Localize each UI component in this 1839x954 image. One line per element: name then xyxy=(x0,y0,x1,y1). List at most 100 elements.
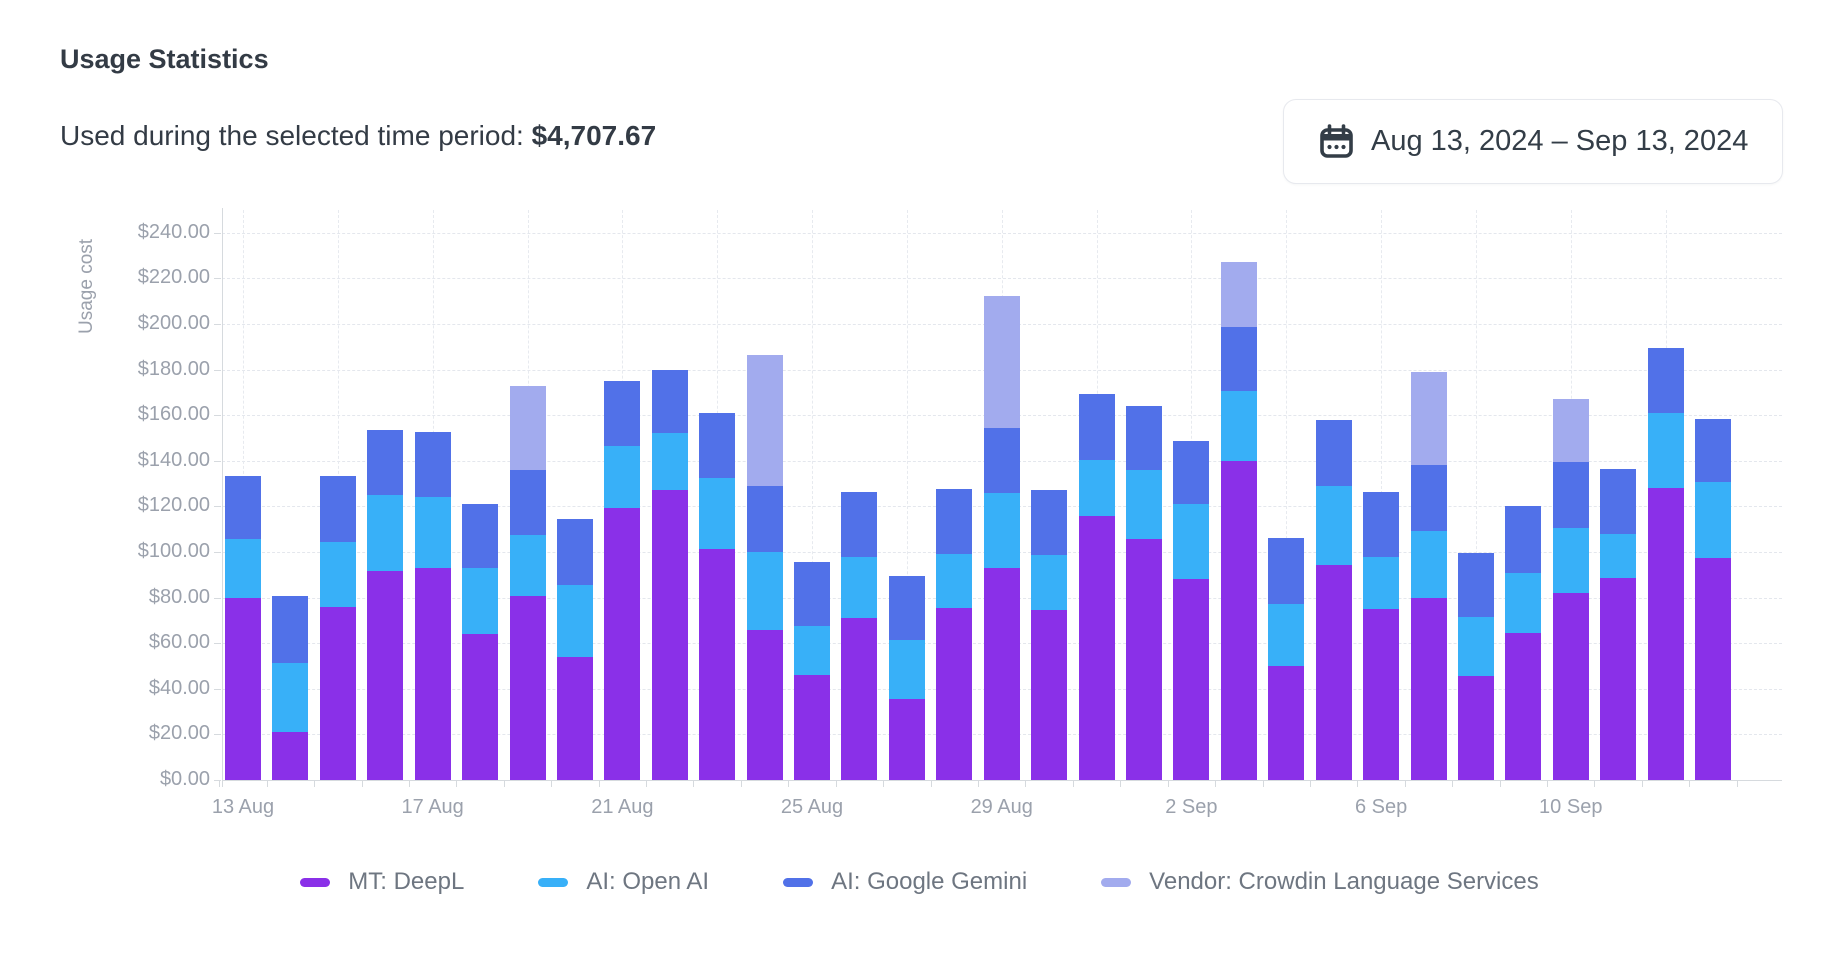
bar-segment-22-aug-mt-deepl[interactable] xyxy=(651,490,688,780)
bar-segment-5-sep-ai-open-ai[interactable] xyxy=(1315,485,1352,565)
bar-segment-5-sep-mt-deepl[interactable] xyxy=(1315,564,1352,780)
bar-segment-25-aug-ai-open-ai[interactable] xyxy=(794,626,831,676)
bar-segment-13-sep-mt-deepl[interactable] xyxy=(1695,557,1732,780)
bar-segment-20-aug-ai-google-gemini[interactable] xyxy=(556,518,593,586)
bar-segment-17-aug-ai-open-ai[interactable] xyxy=(414,497,451,568)
bar-segment-9-sep-ai-open-ai[interactable] xyxy=(1505,572,1542,633)
bar-segment-16-aug-mt-deepl[interactable] xyxy=(367,571,404,780)
bar-segment-12-sep-ai-google-gemini[interactable] xyxy=(1647,347,1684,413)
bar-segment-10-sep-ai-open-ai[interactable] xyxy=(1552,528,1589,594)
bar-segment-22-aug-ai-open-ai[interactable] xyxy=(651,433,688,491)
bar-segment-13-aug-mt-deepl[interactable] xyxy=(225,597,261,780)
bar-segment-25-aug-mt-deepl[interactable] xyxy=(794,675,831,780)
bar-segment-13-aug-ai-open-ai[interactable] xyxy=(225,539,261,598)
bar-segment-9-sep-mt-deepl[interactable] xyxy=(1505,632,1542,780)
bar-segment-12-sep-ai-open-ai[interactable] xyxy=(1647,412,1684,489)
bar-segment-11-sep-ai-google-gemini[interactable] xyxy=(1600,468,1637,534)
bar-segment-20-aug-mt-deepl[interactable] xyxy=(556,656,593,780)
legend-item-mt-deepl[interactable]: MT: DeepL xyxy=(300,868,464,896)
bar-segment-22-aug-ai-google-gemini[interactable] xyxy=(651,369,688,434)
bar-segment-8-sep-ai-google-gemini[interactable] xyxy=(1457,553,1494,617)
bar-segment-2-sep-mt-deepl[interactable] xyxy=(1173,579,1210,780)
bar-segment-7-sep-vendor-crowdin-language-services[interactable] xyxy=(1410,371,1447,466)
legend-item-ai-google-gemini[interactable]: AI: Google Gemini xyxy=(783,868,1027,896)
bar-segment-7-sep-mt-deepl[interactable] xyxy=(1410,597,1447,780)
bar-segment-14-aug-ai-open-ai[interactable] xyxy=(272,662,309,733)
bar-segment-28-aug-ai-open-ai[interactable] xyxy=(936,554,973,608)
bar-segment-3-sep-vendor-crowdin-language-services[interactable] xyxy=(1220,262,1257,328)
bar-segment-4-sep-ai-open-ai[interactable] xyxy=(1268,604,1305,666)
bar-segment-4-sep-mt-deepl[interactable] xyxy=(1268,666,1305,780)
bar-segment-1-sep-mt-deepl[interactable] xyxy=(1125,539,1162,780)
bar-segment-12-sep-mt-deepl[interactable] xyxy=(1647,488,1684,780)
bar-segment-8-sep-mt-deepl[interactable] xyxy=(1457,676,1494,780)
bar-segment-1-sep-ai-open-ai[interactable] xyxy=(1125,469,1162,540)
bar-segment-28-aug-mt-deepl[interactable] xyxy=(936,607,973,780)
bar-segment-21-aug-ai-google-gemini[interactable] xyxy=(604,381,641,446)
bar-segment-14-aug-mt-deepl[interactable] xyxy=(272,732,309,780)
bar-segment-1-sep-ai-google-gemini[interactable] xyxy=(1125,406,1162,470)
date-range-picker[interactable]: Aug 13, 2024 – Sep 13, 2024 xyxy=(1283,99,1784,184)
bar-segment-11-sep-ai-open-ai[interactable] xyxy=(1600,533,1637,579)
bar-segment-31-aug-mt-deepl[interactable] xyxy=(1078,515,1115,780)
bar-segment-26-aug-mt-deepl[interactable] xyxy=(841,618,878,780)
legend-item-vendor-crowdin-language-services[interactable]: Vendor: Crowdin Language Services xyxy=(1101,868,1539,896)
bar-segment-10-sep-mt-deepl[interactable] xyxy=(1552,593,1589,780)
bar-segment-27-aug-ai-open-ai[interactable] xyxy=(888,639,925,700)
bar-segment-30-aug-ai-open-ai[interactable] xyxy=(1031,555,1068,611)
bar-segment-17-aug-ai-google-gemini[interactable] xyxy=(414,432,451,498)
bar-segment-15-aug-ai-google-gemini[interactable] xyxy=(319,475,356,542)
bar-segment-24-aug-vendor-crowdin-language-services[interactable] xyxy=(746,354,783,486)
bar-segment-19-aug-mt-deepl[interactable] xyxy=(509,596,546,780)
bar-segment-25-aug-ai-google-gemini[interactable] xyxy=(794,562,831,627)
bar-segment-13-sep-ai-open-ai[interactable] xyxy=(1695,482,1732,558)
bar-segment-2-sep-ai-google-gemini[interactable] xyxy=(1173,441,1210,505)
bar-segment-13-sep-ai-google-gemini[interactable] xyxy=(1695,418,1732,483)
bar-segment-24-aug-ai-google-gemini[interactable] xyxy=(746,485,783,552)
bar-segment-29-aug-mt-deepl[interactable] xyxy=(983,567,1020,780)
bar-segment-19-aug-vendor-crowdin-language-services[interactable] xyxy=(509,385,546,470)
bar-segment-21-aug-mt-deepl[interactable] xyxy=(604,507,641,780)
legend-item-ai-open-ai[interactable]: AI: Open AI xyxy=(538,868,709,896)
bar-segment-29-aug-ai-google-gemini[interactable] xyxy=(983,427,1020,493)
bar-segment-24-aug-ai-open-ai[interactable] xyxy=(746,552,783,630)
bar-segment-27-aug-ai-google-gemini[interactable] xyxy=(888,575,925,640)
bar-segment-8-sep-ai-open-ai[interactable] xyxy=(1457,616,1494,677)
bar-segment-30-aug-ai-google-gemini[interactable] xyxy=(1031,490,1068,556)
bar-segment-29-aug-ai-open-ai[interactable] xyxy=(983,492,1020,568)
bar-segment-3-sep-mt-deepl[interactable] xyxy=(1220,460,1257,780)
bar-segment-10-sep-ai-google-gemini[interactable] xyxy=(1552,461,1589,529)
bar-segment-6-sep-ai-google-gemini[interactable] xyxy=(1363,491,1400,557)
bar-segment-3-sep-ai-google-gemini[interactable] xyxy=(1220,327,1257,392)
bar-segment-24-aug-mt-deepl[interactable] xyxy=(746,629,783,780)
bar-segment-6-sep-ai-open-ai[interactable] xyxy=(1363,556,1400,609)
bar-segment-16-aug-ai-google-gemini[interactable] xyxy=(367,430,404,495)
bar-segment-15-aug-mt-deepl[interactable] xyxy=(319,606,356,780)
bar-segment-21-aug-ai-open-ai[interactable] xyxy=(604,445,641,508)
bar-segment-23-aug-ai-open-ai[interactable] xyxy=(699,477,736,549)
bar-segment-19-aug-ai-google-gemini[interactable] xyxy=(509,469,546,535)
bar-segment-31-aug-ai-google-gemini[interactable] xyxy=(1078,393,1115,460)
bar-segment-28-aug-ai-google-gemini[interactable] xyxy=(936,489,973,555)
bar-segment-20-aug-ai-open-ai[interactable] xyxy=(556,585,593,657)
bar-segment-26-aug-ai-open-ai[interactable] xyxy=(841,556,878,619)
bar-segment-30-aug-mt-deepl[interactable] xyxy=(1031,610,1068,780)
bar-segment-14-aug-ai-google-gemini[interactable] xyxy=(272,596,309,663)
bar-segment-18-aug-ai-open-ai[interactable] xyxy=(462,567,499,635)
bar-segment-10-sep-vendor-crowdin-language-services[interactable] xyxy=(1552,399,1589,462)
bar-segment-16-aug-ai-open-ai[interactable] xyxy=(367,495,404,572)
bar-segment-5-sep-ai-google-gemini[interactable] xyxy=(1315,419,1352,486)
bar-segment-4-sep-ai-google-gemini[interactable] xyxy=(1268,538,1305,605)
bar-segment-27-aug-mt-deepl[interactable] xyxy=(888,699,925,780)
bar-segment-13-aug-ai-google-gemini[interactable] xyxy=(225,475,261,540)
bar-segment-29-aug-vendor-crowdin-language-services[interactable] xyxy=(983,295,1020,428)
bar-segment-31-aug-ai-open-ai[interactable] xyxy=(1078,459,1115,516)
bar-segment-17-aug-mt-deepl[interactable] xyxy=(414,567,451,780)
bar-segment-23-aug-ai-google-gemini[interactable] xyxy=(699,412,736,478)
bar-segment-6-sep-mt-deepl[interactable] xyxy=(1363,609,1400,780)
bar-segment-11-sep-mt-deepl[interactable] xyxy=(1600,578,1637,780)
bar-segment-15-aug-ai-open-ai[interactable] xyxy=(319,541,356,607)
bar-segment-18-aug-ai-google-gemini[interactable] xyxy=(462,504,499,568)
bar-segment-7-sep-ai-open-ai[interactable] xyxy=(1410,531,1447,598)
bar-segment-23-aug-mt-deepl[interactable] xyxy=(699,548,736,780)
